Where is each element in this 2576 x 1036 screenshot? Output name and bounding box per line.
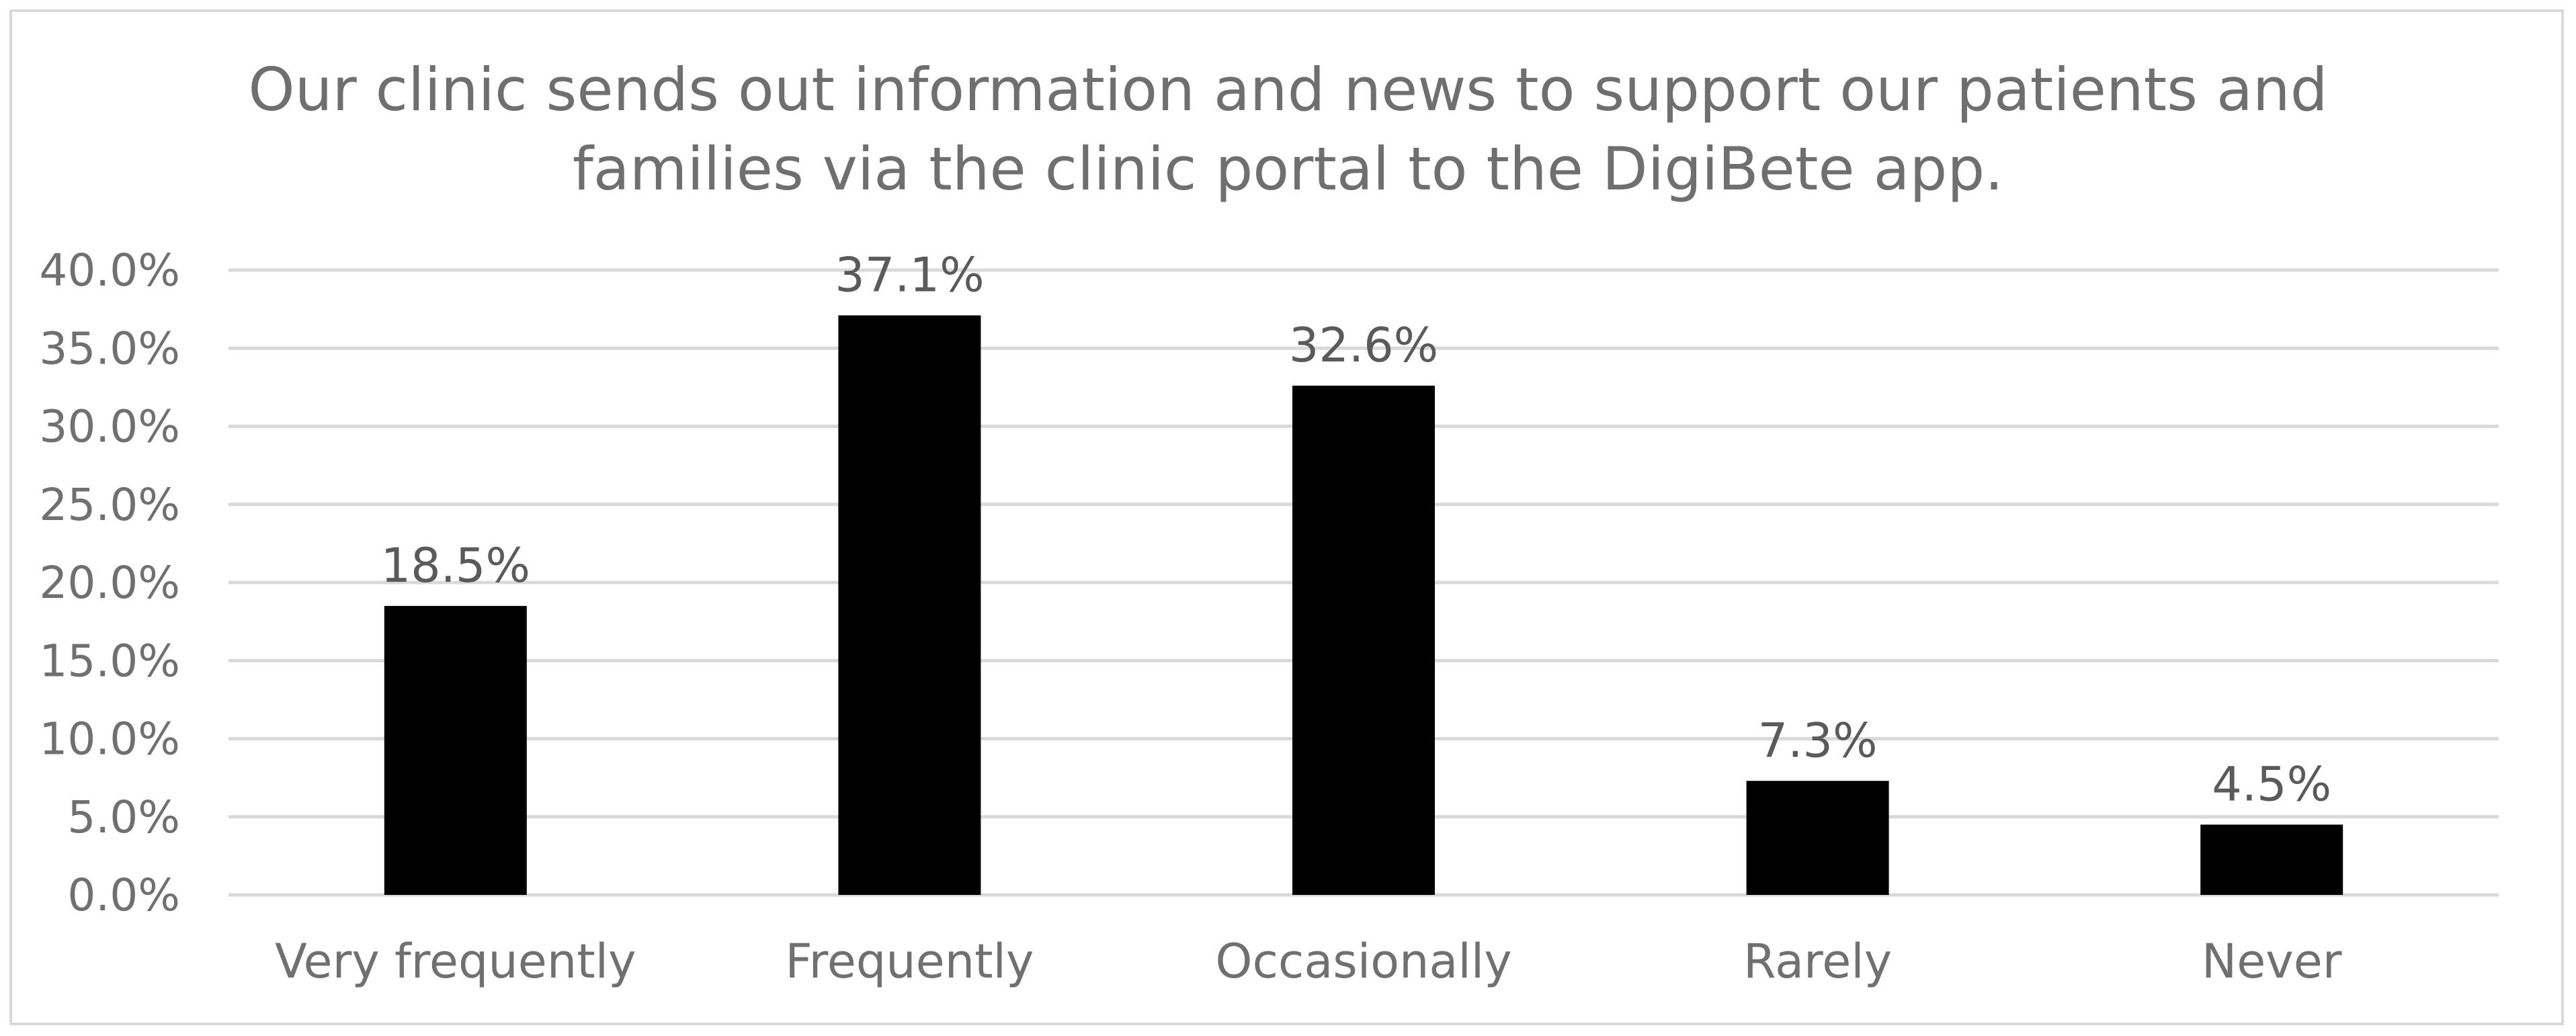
bar (1292, 386, 1435, 895)
y-tick-label: 40.0% (39, 245, 180, 296)
chart-title: Our clinic sends out information and new… (248, 55, 2328, 204)
x-axis-category-labels: Very frequently Frequently Occasionally Rar… (275, 934, 2342, 989)
y-tick-label: 5.0% (67, 791, 180, 843)
category-label: Rarely (1743, 934, 1892, 989)
bar (838, 315, 981, 895)
category-label: Occasionally (1215, 934, 1511, 989)
y-tick-label: 20.0% (39, 557, 180, 609)
y-axis-tick-labels: 0.0% 5.0% 10.0% 15.0% 20.0% 25.0% 30.0% 35.0% 40… (39, 245, 180, 921)
bar (2200, 824, 2343, 895)
data-label: 4.5% (2212, 757, 2331, 812)
bars (384, 315, 2343, 895)
category-label: Never (2202, 934, 2342, 989)
bar (1746, 781, 1889, 895)
y-tick-label: 25.0% (39, 479, 180, 531)
y-tick-label: 15.0% (39, 635, 180, 687)
y-tick-label: 10.0% (39, 714, 180, 765)
data-label: 18.5% (381, 538, 530, 593)
y-tick-label: 0.0% (67, 869, 180, 921)
y-tick-label: 35.0% (39, 322, 180, 374)
y-tick-label: 30.0% (39, 401, 180, 453)
data-label: 37.1% (835, 247, 984, 302)
data-label: 7.3% (1758, 713, 1878, 768)
data-label: 32.6% (1289, 318, 1438, 373)
bar (384, 605, 527, 895)
category-label: Very frequently (275, 934, 636, 989)
category-label: Frequently (785, 934, 1034, 989)
data-labels: 18.5% 37.1% 32.6% 7.3% 4.5% (381, 247, 2332, 812)
